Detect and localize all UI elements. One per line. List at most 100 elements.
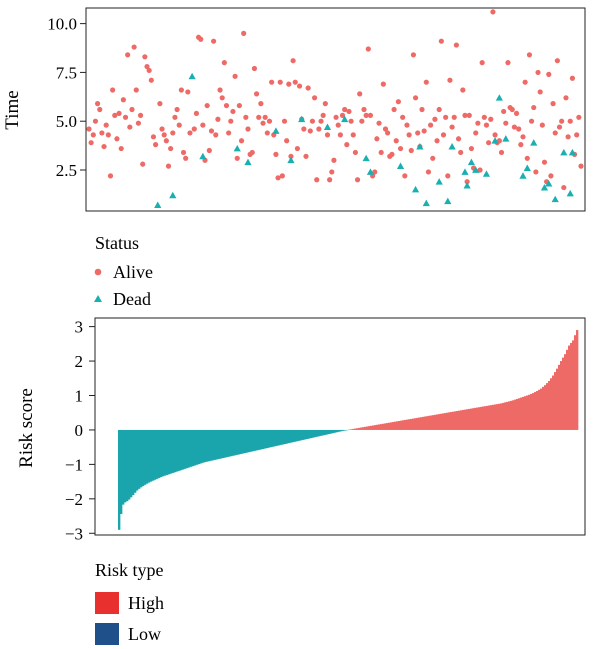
low-risk-bar xyxy=(184,429,187,469)
high-risk-bar xyxy=(372,425,375,430)
low-risk-bar xyxy=(240,429,243,454)
low-risk-bar xyxy=(188,429,191,468)
alive-point xyxy=(552,130,558,136)
dead-point xyxy=(568,148,577,156)
low-risk-bar xyxy=(322,429,325,436)
alive-point xyxy=(389,151,395,157)
alive-point xyxy=(535,69,541,76)
high-risk-bar xyxy=(416,417,419,430)
alive-point xyxy=(415,130,421,136)
alive-legend-marker xyxy=(94,268,102,276)
alive-point xyxy=(269,79,275,85)
alive-point xyxy=(496,138,502,144)
high-legend-label: High xyxy=(128,593,164,613)
alive-point xyxy=(215,116,221,122)
alive-point xyxy=(352,149,359,156)
dead-legend-label: Dead xyxy=(113,289,151,309)
alive-point xyxy=(90,132,96,138)
high-risk-bar xyxy=(440,413,443,430)
alive-point xyxy=(518,142,524,148)
high-risk-bar xyxy=(500,403,503,430)
alive-point xyxy=(140,161,146,167)
alive-point xyxy=(346,108,352,115)
alive-point xyxy=(88,140,94,146)
low-risk-bar xyxy=(342,429,345,431)
scatter-y-tick-label: 10.0 xyxy=(47,15,77,34)
low-risk-bar xyxy=(182,429,185,470)
dead-point xyxy=(199,152,207,160)
alive-point xyxy=(363,112,369,118)
alive-point xyxy=(232,73,238,79)
high-risk-bar xyxy=(362,427,365,430)
high-risk-bar xyxy=(492,404,495,430)
dead-point xyxy=(298,115,306,123)
low-risk-bar xyxy=(228,429,231,457)
alive-point xyxy=(221,60,227,66)
high-risk-bar xyxy=(444,413,447,430)
alive-point xyxy=(251,65,258,72)
high-risk-bar xyxy=(574,335,577,430)
low-risk-bar xyxy=(122,429,125,505)
low-risk-bar xyxy=(336,429,339,433)
high-risk-bar xyxy=(366,426,369,430)
low-risk-bar xyxy=(238,429,241,455)
status-legend: Status Alive Dead xyxy=(94,233,153,309)
alive-point xyxy=(301,126,307,132)
alive-point xyxy=(146,67,152,74)
scatter-y-tick-label: 2.5 xyxy=(56,161,77,180)
low-risk-bar xyxy=(234,429,237,456)
high-risk-bar xyxy=(406,419,409,430)
low-risk-bar xyxy=(148,429,151,483)
alive-point xyxy=(486,140,492,146)
low-risk-bar xyxy=(294,429,297,442)
alive-point xyxy=(473,130,479,136)
high-risk-bar xyxy=(570,342,573,430)
alive-point xyxy=(447,77,453,83)
high-risk-bar xyxy=(508,401,511,430)
alive-point xyxy=(559,118,565,124)
low-risk-bar xyxy=(212,429,215,461)
high-risk-bar xyxy=(498,403,501,430)
high-risk-bar xyxy=(380,424,383,430)
low-risk-bar xyxy=(198,429,201,465)
low-risk-bar xyxy=(134,429,137,493)
low-risk-bar xyxy=(170,429,173,474)
low-risk-bar xyxy=(292,429,295,443)
high-risk-bar xyxy=(454,411,457,430)
high-risk-bar xyxy=(504,402,507,430)
alive-point xyxy=(307,128,313,134)
high-risk-bar xyxy=(524,396,527,430)
alive-point xyxy=(260,120,266,126)
dead-point xyxy=(323,123,332,130)
alive-point xyxy=(378,149,384,156)
high-risk-bar xyxy=(518,398,521,430)
dead-point xyxy=(502,135,510,142)
alive-point xyxy=(234,155,240,161)
high-risk-bar xyxy=(544,385,547,430)
alive-point xyxy=(144,63,150,70)
low-risk-bar xyxy=(324,429,327,435)
scatter-points xyxy=(86,9,584,209)
high-risk-bar xyxy=(448,412,451,430)
scatter-y-tick-label: 5.0 xyxy=(56,112,77,131)
alive-point xyxy=(455,136,462,142)
dead-point xyxy=(416,142,424,150)
dead-point xyxy=(244,158,252,166)
alive-point xyxy=(421,128,427,134)
high-risk-bar xyxy=(466,409,469,430)
dead-legend-marker xyxy=(94,295,102,302)
alive-point xyxy=(253,91,260,97)
low-risk-bar xyxy=(144,429,147,485)
low-risk-bar xyxy=(160,429,163,478)
alive-point xyxy=(483,122,490,128)
alive-point xyxy=(372,169,378,175)
high-risk-bar xyxy=(414,418,417,430)
high-risk-bar xyxy=(462,409,465,430)
alive-point xyxy=(466,112,472,118)
bar-y-tick-label: 1 xyxy=(75,387,84,406)
alive-point xyxy=(432,116,438,122)
alive-point xyxy=(574,132,580,138)
alive-point xyxy=(374,136,380,142)
alive-point xyxy=(97,106,103,113)
low-risk-bar xyxy=(168,429,171,475)
